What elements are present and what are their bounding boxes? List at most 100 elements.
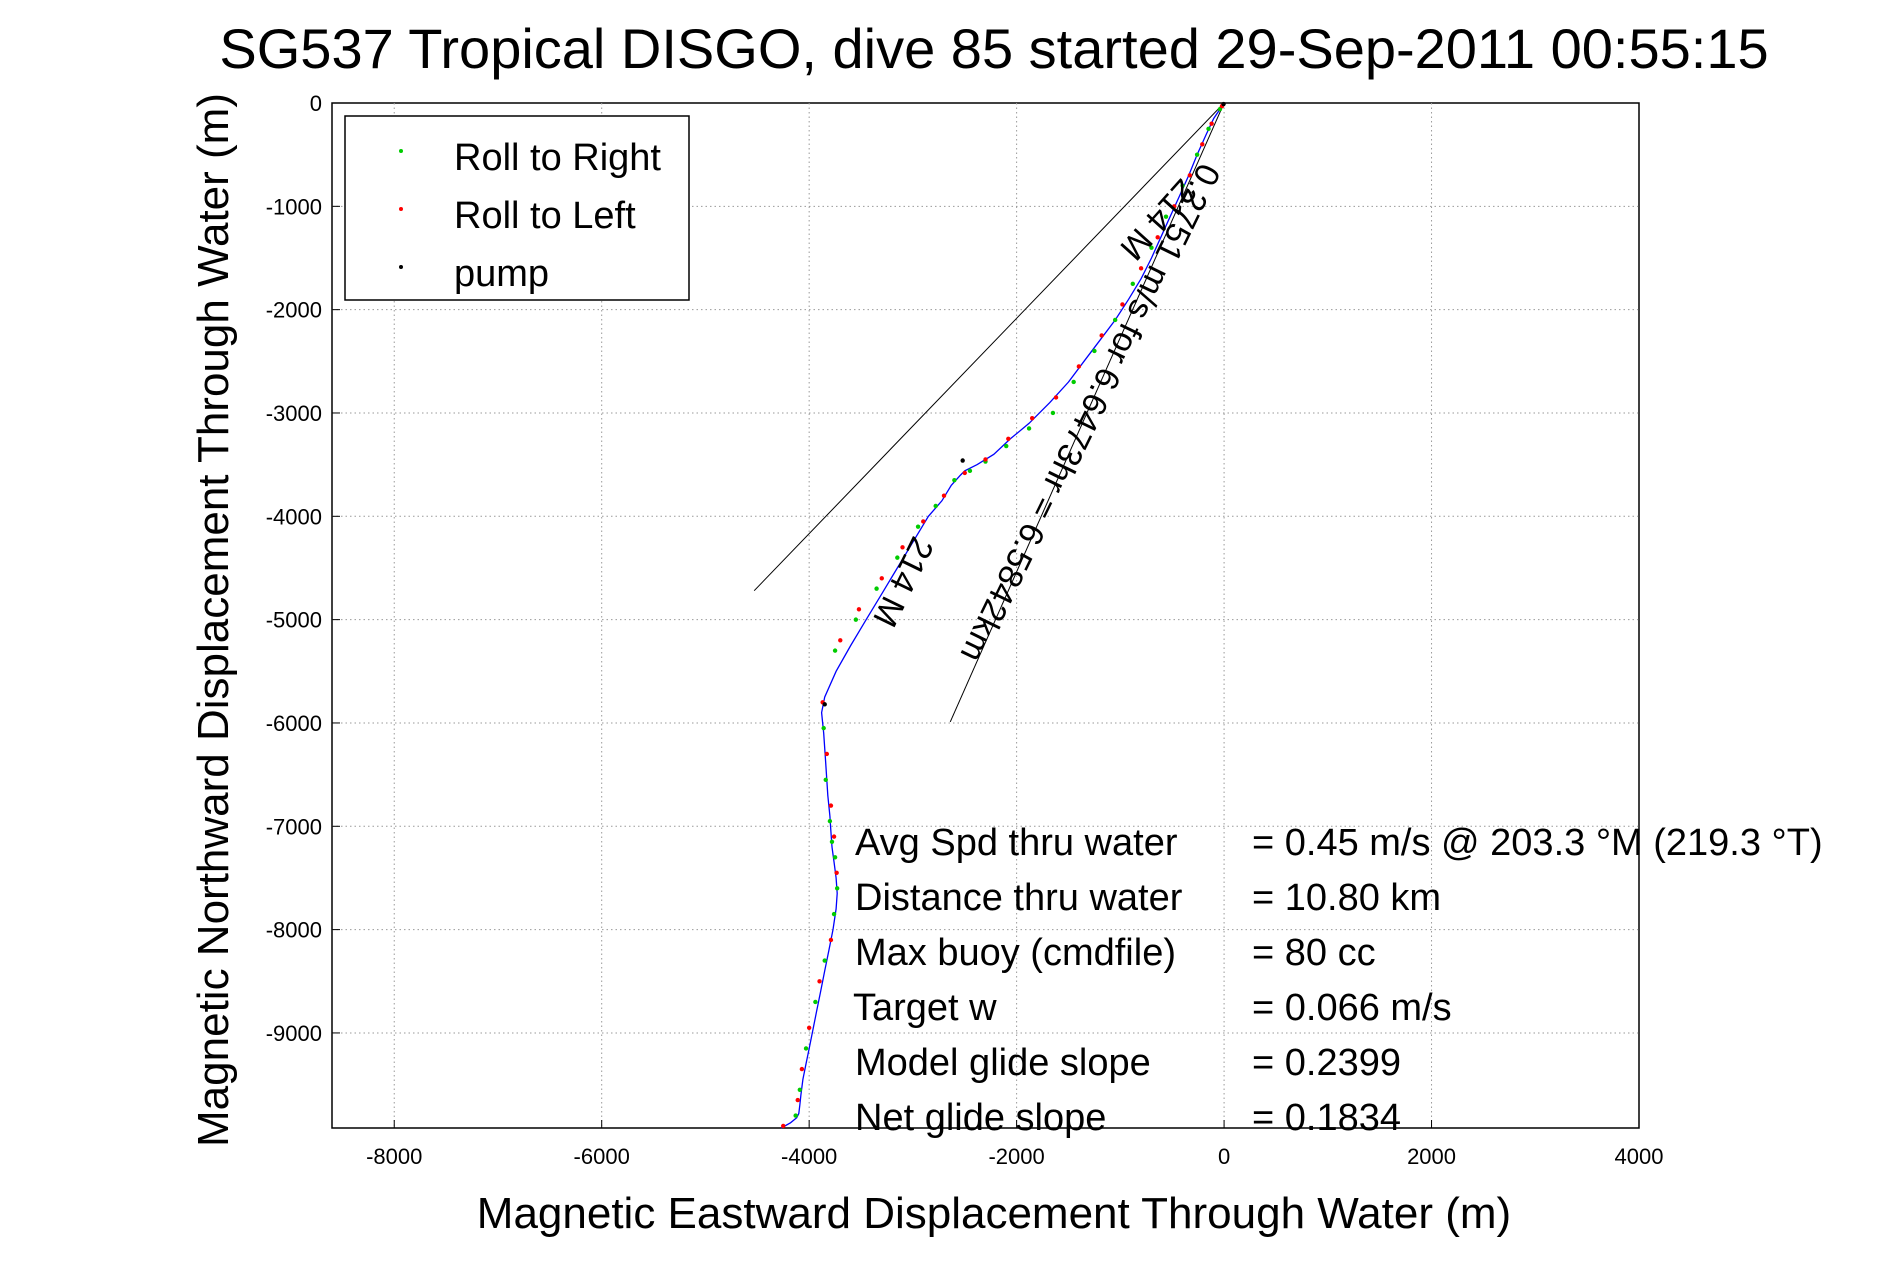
cone-lines (753, 102, 1225, 723)
roll-left-marker (1120, 302, 1125, 307)
legend-label-roll-right: Roll to Right (454, 137, 661, 179)
chart-title: SG537 Tropical DISGO, dive 85 started 29… (219, 17, 1768, 80)
roll-right-marker (853, 617, 859, 622)
roll-right-marker (895, 555, 900, 560)
roll-left-marker (1099, 333, 1104, 338)
y-tick-label: -8000 (266, 918, 322, 943)
stat-max-buoy-label: Max buoy (cmdfile) (855, 932, 1176, 974)
roll-right-marker (821, 725, 826, 731)
roll-left-marker (879, 576, 884, 581)
roll-left-marker (983, 457, 988, 462)
stats-block: Avg Spd thru water = 0.45 m/s @ 203.3 °M… (853, 822, 1823, 1139)
roll-left-marker (1155, 235, 1160, 240)
roll-left-marker (834, 870, 839, 875)
roll-left-marker (921, 519, 926, 524)
roll-left-marker (831, 834, 837, 839)
x-tick-label: 0 (1218, 1144, 1230, 1169)
roll-left-marker (781, 1123, 786, 1129)
stat-avg-speed-value: = 0.45 m/s @ 203.3 °M (219.3 °T) (1252, 822, 1823, 864)
roll-left-marker (900, 545, 905, 550)
roll-right-marker (1194, 152, 1200, 157)
x-tick-label: 2000 (1407, 1144, 1456, 1169)
legend-marker-pump (399, 265, 403, 269)
y-tick-label: -4000 (266, 504, 322, 529)
roll-left-marker (799, 1066, 805, 1072)
roll-left-marker (824, 751, 829, 757)
stat-net-glide-label: Net glide slope (855, 1097, 1106, 1139)
roll-left-marker (1200, 142, 1205, 147)
roll-right-marker (1050, 410, 1056, 416)
pump-marker (1221, 101, 1226, 107)
heading-cone-line (753, 102, 1225, 592)
roll-left-marker (1029, 415, 1035, 421)
roll-right-marker (797, 1087, 803, 1092)
roll-left-marker (795, 1097, 800, 1103)
roll-left-marker (838, 638, 843, 643)
stat-model-glide-value: = 0.2399 (1252, 1042, 1401, 1084)
roll-right-marker (829, 839, 835, 844)
roll-right-marker (832, 855, 838, 860)
roll-right-marker (1092, 348, 1097, 354)
legend-marker-roll-left (399, 207, 403, 211)
roll-right-marker (822, 958, 827, 963)
roll-right-marker (827, 818, 833, 824)
roll-right-marker (1217, 106, 1223, 112)
roll-right-marker (933, 503, 938, 509)
y-tick-label: -5000 (266, 608, 322, 633)
roll-left-marker (817, 979, 822, 984)
pump-marker (822, 702, 827, 707)
roll-right-marker (1149, 245, 1154, 250)
tick-labels: -8000 -6000 -4000 -2000 0 2000 4000 0 -1000 -2000… (266, 91, 1664, 1169)
roll-left-marker (806, 1025, 812, 1030)
roll-left-marker (1187, 173, 1193, 178)
roll-left-marker (828, 937, 834, 943)
roll-right-marker (1206, 126, 1211, 132)
roll-right-marker (1004, 443, 1009, 449)
x-tick-label: -2000 (988, 1144, 1044, 1169)
roll-right-marker (803, 1046, 809, 1051)
roll-left-marker (856, 607, 862, 612)
roll-right-marker (1130, 281, 1135, 287)
roll-left-marker (1138, 266, 1144, 271)
legend-marker-roll-right (399, 149, 403, 153)
roll-left-marker (1053, 395, 1059, 400)
roll-right-marker (952, 477, 957, 483)
legend-label-roll-left: Roll to Left (454, 195, 636, 237)
roll-left-marker (828, 803, 834, 808)
track-series (780, 102, 1225, 1129)
roll-right-marker (834, 886, 840, 891)
stat-distance-value: = 10.80 km (1252, 877, 1441, 919)
roll-right-marker (1180, 183, 1185, 188)
pump-marker (960, 458, 965, 463)
roll-right-marker (823, 777, 828, 782)
grid (332, 103, 1639, 1128)
heading-cone-line (949, 102, 1225, 723)
y-tick-label: -1000 (266, 194, 322, 219)
roll-right-marker (1112, 317, 1118, 323)
roll-right-marker (1026, 426, 1032, 431)
roll-left-marker (1006, 436, 1011, 442)
x-axis-label: Magnetic Eastward Displacement Through W… (477, 1189, 1511, 1238)
y-tick-label: -6000 (266, 711, 322, 736)
y-tick-label: -2000 (266, 298, 322, 323)
stat-model-glide-label: Model glide slope (855, 1042, 1151, 1084)
y-tick-label: -3000 (266, 401, 322, 426)
y-tick-label: 0 (310, 91, 322, 116)
roll-left-marker (1172, 204, 1177, 209)
roll-right-marker (813, 999, 818, 1005)
roll-left-marker (1209, 121, 1214, 126)
x-tick-label: -6000 (574, 1144, 630, 1169)
legend-label-pump: pump (454, 253, 549, 295)
roll-right-marker (1071, 379, 1076, 385)
roll-left-marker (962, 470, 967, 476)
roll-right-marker (967, 468, 973, 474)
x-tick-label: 4000 (1615, 1144, 1664, 1169)
track-line (780, 102, 1225, 1129)
y-tick-label: -9000 (266, 1021, 322, 1046)
y-tick-label: -7000 (266, 814, 322, 839)
stat-max-buoy-value: = 80 cc (1252, 932, 1376, 974)
roll-right-marker (832, 648, 838, 653)
y-axis-label: Magnetic Northward Displacement Through … (189, 93, 238, 1147)
stat-avg-speed-label: Avg Spd thru water (855, 822, 1178, 864)
